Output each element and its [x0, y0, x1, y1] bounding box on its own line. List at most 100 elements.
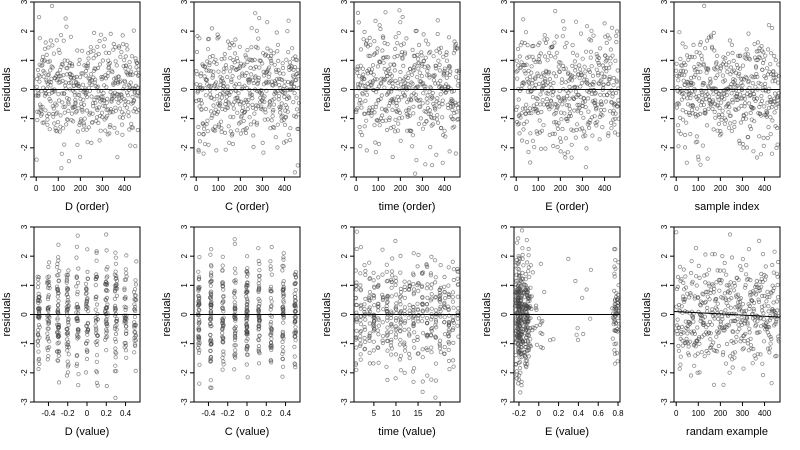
scatter-point — [745, 135, 751, 140]
scatter-points — [514, 9, 621, 170]
scatter-point — [245, 324, 250, 330]
scatter-point — [715, 301, 720, 306]
scatter-point — [612, 247, 617, 252]
scatter-point — [353, 296, 358, 301]
scatter-point — [362, 311, 368, 316]
scatter-point — [580, 295, 585, 300]
scatter-point — [229, 77, 234, 82]
scatter-point — [742, 96, 748, 101]
scatter-point — [113, 303, 118, 308]
scatter-point — [682, 73, 687, 78]
scatter-point — [42, 46, 48, 51]
scatter-point — [749, 346, 754, 351]
scatter-point — [710, 106, 715, 112]
scatter-point — [607, 77, 613, 82]
scatter-point — [556, 121, 561, 126]
scatter-point — [216, 109, 221, 115]
scatter-point — [714, 349, 720, 354]
scatter-point — [89, 94, 94, 99]
scatter-point — [358, 47, 363, 52]
scatter-point — [84, 347, 89, 352]
scatter-point — [113, 250, 118, 255]
scatter-point — [358, 271, 363, 276]
scatter-point — [242, 62, 247, 67]
scatter-point — [132, 307, 137, 312]
scatter-point — [450, 259, 455, 264]
scatter-point — [425, 93, 430, 98]
scatter-point — [429, 163, 435, 168]
y-tick-label: -3 — [500, 173, 509, 181]
scatter-point — [523, 341, 528, 347]
scatter-point — [703, 280, 708, 285]
scatter-point — [726, 125, 732, 130]
scatter-point — [245, 317, 250, 322]
scatter-point — [407, 66, 413, 71]
scatter-point — [367, 35, 372, 41]
scatter-point — [233, 306, 238, 312]
scatter-point — [516, 97, 521, 102]
x-tick-label: 400 — [758, 409, 772, 418]
scatter-point — [376, 308, 381, 313]
scatter-point — [588, 55, 593, 60]
scatter-point — [437, 341, 442, 346]
scatter-point — [389, 329, 394, 334]
scatter-point — [447, 64, 453, 70]
scatter-point — [286, 18, 291, 23]
scatter-point — [428, 112, 433, 117]
scatter-point — [292, 302, 297, 307]
x-tick-label: 100 — [52, 184, 66, 193]
scatter-point — [220, 263, 225, 268]
scatter-point — [430, 95, 435, 100]
scatter-point — [763, 264, 768, 269]
y-tick-label: -2 — [20, 144, 29, 152]
scatter-point — [692, 363, 697, 368]
scatter-point — [245, 304, 250, 310]
scatter-point — [704, 272, 709, 277]
x-tick-label: 200 — [714, 184, 728, 193]
scatter-point — [613, 111, 618, 116]
scatter-point — [268, 344, 273, 349]
scatter-point — [513, 263, 518, 268]
scatter-point — [678, 68, 684, 73]
scatter-point — [287, 95, 292, 101]
scatter-point — [738, 120, 744, 125]
scatter-point — [113, 339, 118, 344]
scatter-point — [774, 125, 780, 131]
scatter-point — [46, 264, 51, 270]
y-tick-label: -3 — [660, 173, 669, 181]
scatter-point — [437, 68, 442, 73]
scatter-point — [595, 71, 601, 76]
scatter-point — [56, 290, 61, 296]
scatter-point — [373, 150, 378, 155]
scatter-point — [682, 132, 688, 138]
scatter-point — [208, 263, 214, 268]
x-axis-label: time (order) — [379, 201, 436, 213]
scatter-point — [737, 54, 742, 59]
scatter-point — [551, 337, 556, 342]
x-tick-label: 0 — [537, 409, 542, 418]
scatter-point — [752, 119, 757, 124]
scatter-point — [526, 269, 531, 274]
scatter-point — [525, 286, 531, 291]
scatter-point — [427, 89, 432, 94]
scatter-point — [394, 103, 399, 108]
scatter-point — [375, 64, 380, 69]
scatter-point — [37, 36, 43, 41]
scatter-point — [761, 135, 766, 140]
scatter-point — [545, 58, 550, 63]
scatter-point — [127, 84, 132, 89]
scatter-point — [410, 133, 415, 138]
scatter-point — [257, 313, 262, 318]
scatter-points — [35, 232, 139, 400]
scatter-point — [744, 47, 749, 52]
scatter-point — [582, 129, 587, 134]
scatter-point — [74, 361, 80, 366]
scatter-point — [721, 382, 726, 387]
scatter-point — [397, 8, 402, 13]
scatter-point — [733, 339, 738, 344]
scatter-point — [414, 28, 419, 33]
scatter-point — [603, 99, 609, 104]
scatter-point — [729, 296, 734, 301]
scatter-point — [587, 120, 592, 125]
scatter-point — [581, 115, 586, 120]
